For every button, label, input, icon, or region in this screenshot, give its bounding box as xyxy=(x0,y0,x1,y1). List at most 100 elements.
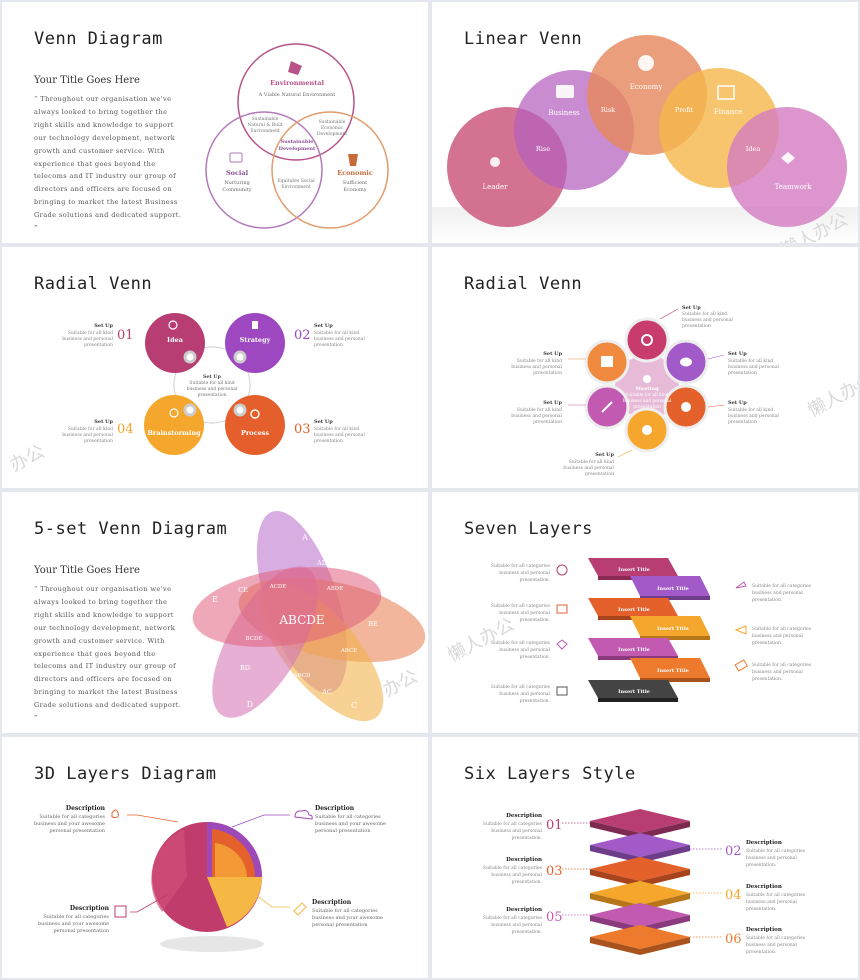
leader-label: Leader xyxy=(483,183,509,191)
five-set-venn-chart: ABCDE A B C D E AD CE ACDE ABDE BE BCDE … xyxy=(192,510,426,722)
svg-text:personal presentation: personal presentation xyxy=(315,828,371,834)
money-bag-icon xyxy=(348,154,358,166)
number-06: 06 xyxy=(725,932,742,947)
label-a: A xyxy=(301,533,308,542)
shop-icon xyxy=(556,686,568,696)
svg-text:Suitable for all kind: Suitable for all kind xyxy=(314,426,359,432)
slide-3d-layers[interactable]: 3D Layers Diagram Description Suitable f… xyxy=(2,737,428,978)
business-label: Business xyxy=(548,109,580,117)
leader-icon xyxy=(490,157,500,167)
svg-text:Suitable for all categories: Suitable for all categories xyxy=(746,935,806,941)
slide-seven-layers[interactable]: Seven Layers Insert Title Insert Title I… xyxy=(432,492,858,733)
number-02: 02 xyxy=(294,328,311,343)
svg-text:Meeting: Meeting xyxy=(635,386,659,392)
svg-text:business and personal: business and personal xyxy=(314,432,365,438)
cloud-icon xyxy=(294,810,313,820)
svg-text:Suitable for all categories: Suitable for all categories xyxy=(752,626,812,632)
svg-text:Suitable for all kind: Suitable for all kind xyxy=(68,330,113,336)
svg-text:Suitable for all categories: Suitable for all categories xyxy=(43,914,109,920)
svg-text:business and your awesome: business and your awesome xyxy=(315,821,386,827)
svg-text:presentation.: presentation. xyxy=(520,654,551,660)
svg-text:Insert Title: Insert Title xyxy=(657,668,689,674)
seven-layers-chart: Insert Title Insert Title Insert Title I… xyxy=(444,558,812,704)
slide-radial-venn-four[interactable]: Radial Venn Idea Strategy Brainstorming … xyxy=(2,247,428,488)
slide-five-set-venn[interactable]: 5-set Venn Diagram Your Title Goes Here … xyxy=(2,492,428,733)
svg-text:presentation: presentation xyxy=(314,342,343,348)
slide-linear-venn[interactable]: Linear Venn Leader Business Economy Fina… xyxy=(432,2,858,243)
svg-text:BD: BD xyxy=(240,664,250,672)
svg-text:Suitable for all categories: Suitable for all categories xyxy=(39,814,105,820)
svg-text:CE: CE xyxy=(238,586,248,594)
svg-text:Equitable Social: Equitable Social xyxy=(277,178,315,184)
svg-text:Economy: Economy xyxy=(343,187,366,193)
environmental-sub: A Viable Natural Environment xyxy=(258,92,336,98)
svg-text:ABDE: ABDE xyxy=(326,586,343,592)
svg-text:Description: Description xyxy=(746,884,782,890)
svg-text:Suitable for all categories: Suitable for all categories xyxy=(746,892,806,898)
svg-text:presentation.: presentation. xyxy=(746,949,777,955)
risk-label: Risk xyxy=(601,106,615,114)
svg-text:Set Up: Set Up xyxy=(595,452,614,458)
svg-text:personal presentation: personal presentation xyxy=(312,922,368,928)
svg-text:Description: Description xyxy=(312,899,352,906)
paperclip-icon xyxy=(293,902,307,916)
svg-text:business and personal: business and personal xyxy=(746,942,797,948)
social-circle xyxy=(205,111,323,229)
process-label: Process xyxy=(241,429,269,437)
svg-text:Insert Title: Insert Title xyxy=(618,689,650,695)
slide-six-layers[interactable]: Six Layers Style 01 03 05 02 04 06 Descr… xyxy=(432,737,858,978)
svg-text:business and your awesome: business and your awesome xyxy=(34,821,105,827)
slide-radial-venn-six[interactable]: Radial Venn Meeting Suitable for all kin… xyxy=(432,247,858,488)
slide-body-text: “ Throughout our organisation we've alwa… xyxy=(34,95,182,233)
slide-title: Linear Venn xyxy=(464,29,583,49)
strategy-label: Strategy xyxy=(240,336,271,344)
diamond-icon xyxy=(556,639,568,650)
svg-text:Environment: Environment xyxy=(281,184,311,190)
svg-text:business and personal: business and personal xyxy=(752,633,803,639)
svg-text:business and personal: business and personal xyxy=(752,590,803,596)
linear-venn-chart: Leader Business Economy Finance Teamwork… xyxy=(432,35,858,243)
svg-text:presentation.: presentation. xyxy=(512,929,543,935)
finance-label: Finance xyxy=(714,108,742,116)
sphere-front-yellow xyxy=(207,877,262,927)
svg-text:Suitable for all kind: Suitable for all kind xyxy=(68,426,113,432)
svg-text:Set Up: Set Up xyxy=(314,323,333,329)
svg-text:ACDE: ACDE xyxy=(269,584,287,590)
center-ring xyxy=(173,346,251,424)
hand-icon xyxy=(169,408,179,418)
svg-text:presentation.: presentation. xyxy=(752,597,783,603)
svg-text:Set Up: Set Up xyxy=(94,323,113,329)
svg-text:Suitable for all categories: Suitable for all categories xyxy=(315,814,381,820)
svg-text:Suitable for all categories: Suitable for all categories xyxy=(491,684,551,690)
svg-text:AC: AC xyxy=(321,688,332,696)
svg-text:business and personal: business and personal xyxy=(314,336,365,342)
layer-1 xyxy=(588,558,678,576)
svg-text:Suitable for all categories: Suitable for all categories xyxy=(491,603,551,609)
hand-icon xyxy=(111,809,119,818)
gear-icon xyxy=(641,334,653,346)
slide-title: 3D Layers Diagram xyxy=(34,764,217,784)
idea-label: Idea xyxy=(746,145,761,153)
svg-text:business and personal: business and personal xyxy=(728,364,779,370)
chart-icon xyxy=(717,85,735,100)
economic-circle xyxy=(271,111,389,229)
idea-label: Idea xyxy=(167,336,184,344)
teamwork-label: Teamwork xyxy=(775,183,813,191)
svg-text:presentation: presentation xyxy=(314,438,343,444)
svg-text:Description: Description xyxy=(746,927,782,933)
radial-venn-four-chart: Idea Strategy Brainstorming Process Set … xyxy=(6,313,365,476)
svg-text:ABCE: ABCE xyxy=(340,648,357,654)
svg-text:business and your awesome: business and your awesome xyxy=(312,915,383,921)
slide-title: Radial Venn xyxy=(34,274,153,294)
slide-venn-diagram[interactable]: Venn Diagram Your Title Goes Here “ Thro… xyxy=(2,2,428,243)
svg-text:Suitable for all categories: Suitable for all categories xyxy=(752,583,812,589)
svg-text:BE: BE xyxy=(368,620,378,628)
svg-text:presentation: presentation xyxy=(533,370,562,376)
meeting-icon xyxy=(643,375,651,383)
chess-knight-icon xyxy=(252,321,258,329)
svg-text:business and personal: business and personal xyxy=(511,364,562,370)
leaf-icon xyxy=(288,61,302,75)
svg-text:Suitable for all categories: Suitable for all categories xyxy=(752,662,812,668)
svg-text:Natural & Built: Natural & Built xyxy=(247,122,283,128)
svg-text:Insert Title: Insert Title xyxy=(618,607,650,613)
